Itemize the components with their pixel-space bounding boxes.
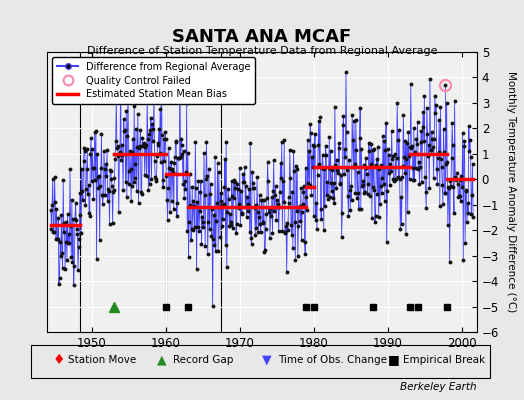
Text: ■: ■ [388,354,399,366]
Text: Difference of Station Temperature Data from Regional Average: Difference of Station Temperature Data f… [87,46,437,56]
Text: Time of Obs. Change: Time of Obs. Change [278,355,387,365]
Text: Empirical Break: Empirical Break [403,355,486,365]
Text: Record Gap: Record Gap [173,355,233,365]
Text: Berkeley Earth: Berkeley Earth [400,382,477,392]
Text: ▲: ▲ [157,354,167,366]
Legend: Difference from Regional Average, Quality Control Failed, Estimated Station Mean: Difference from Regional Average, Qualit… [52,57,255,104]
Text: ▼: ▼ [262,354,271,366]
Text: SANTA ANA MCAF: SANTA ANA MCAF [172,28,352,46]
Y-axis label: Monthly Temperature Anomaly Difference (°C): Monthly Temperature Anomaly Difference (… [506,71,516,313]
Text: Station Move: Station Move [68,355,136,365]
Text: ♦: ♦ [52,353,65,367]
